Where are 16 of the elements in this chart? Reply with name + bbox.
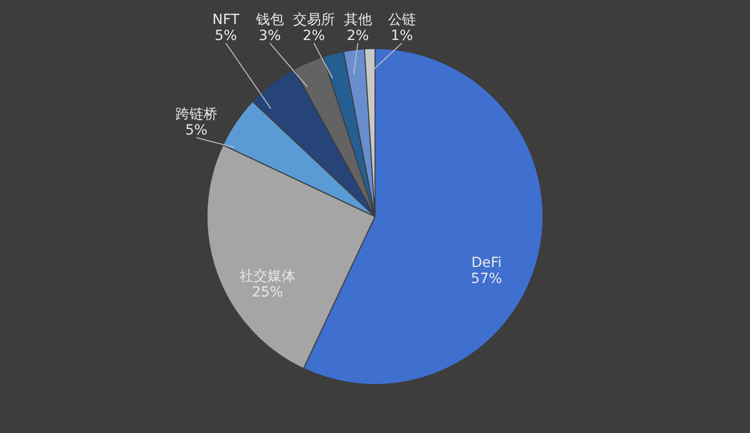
data-label: 5%: [185, 122, 208, 139]
slice-label: 其他: [344, 12, 372, 28]
data-label: 57%: [470, 270, 502, 287]
data-label: 2%: [346, 28, 369, 44]
slice-label: 社交媒体: [240, 268, 296, 285]
data-label: 3%: [258, 28, 281, 44]
slice-label: 跨链桥: [175, 106, 218, 123]
data-label: 5%: [214, 28, 237, 44]
slice-label: NFT: [212, 12, 240, 28]
slice-label: DeFi: [471, 254, 502, 271]
slice-label: 公链: [388, 12, 416, 28]
slice-label: 交易所: [292, 12, 335, 28]
data-label: 1%: [390, 28, 413, 44]
slice-label: 钱包: [254, 12, 284, 28]
data-label: 25%: [252, 284, 284, 301]
data-label: 2%: [302, 28, 325, 44]
